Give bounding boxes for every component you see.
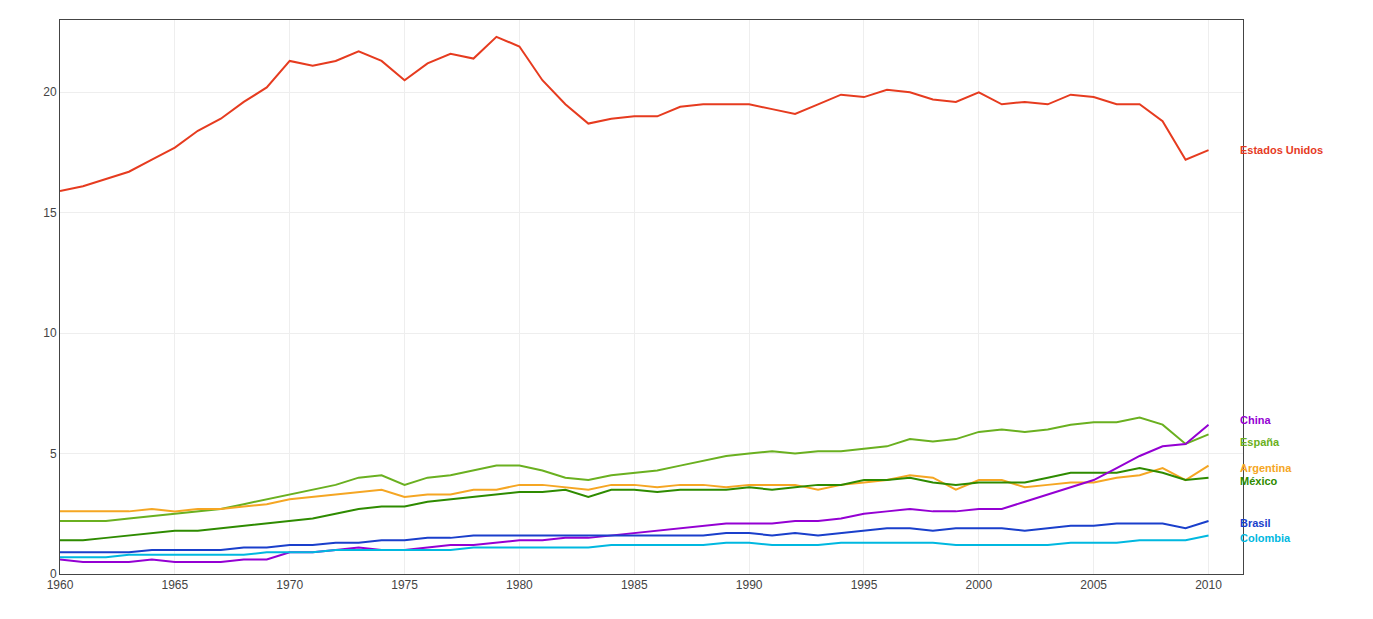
svg-text:1975: 1975 <box>391 578 418 592</box>
svg-text:Argentina: Argentina <box>1240 462 1292 474</box>
svg-text:1990: 1990 <box>736 578 763 592</box>
svg-text:1970: 1970 <box>276 578 303 592</box>
svg-text:China: China <box>1240 414 1271 426</box>
svg-text:10: 10 <box>43 326 57 340</box>
svg-text:2005: 2005 <box>1080 578 1107 592</box>
svg-text:0: 0 <box>50 567 57 581</box>
svg-text:Brasil: Brasil <box>1240 517 1271 529</box>
svg-text:1980: 1980 <box>506 578 533 592</box>
svg-text:2000: 2000 <box>965 578 992 592</box>
svg-text:20: 20 <box>43 85 57 99</box>
svg-text:1995: 1995 <box>851 578 878 592</box>
svg-text:México: México <box>1240 475 1278 487</box>
svg-text:1965: 1965 <box>161 578 188 592</box>
svg-text:2010: 2010 <box>1195 578 1222 592</box>
svg-text:15: 15 <box>43 206 57 220</box>
svg-text:1985: 1985 <box>621 578 648 592</box>
svg-text:Estados Unidos: Estados Unidos <box>1240 144 1323 156</box>
svg-text:1960: 1960 <box>47 578 74 592</box>
svg-text:España: España <box>1240 436 1280 448</box>
svg-text:5: 5 <box>50 447 57 461</box>
svg-text:Colombia: Colombia <box>1240 532 1291 544</box>
